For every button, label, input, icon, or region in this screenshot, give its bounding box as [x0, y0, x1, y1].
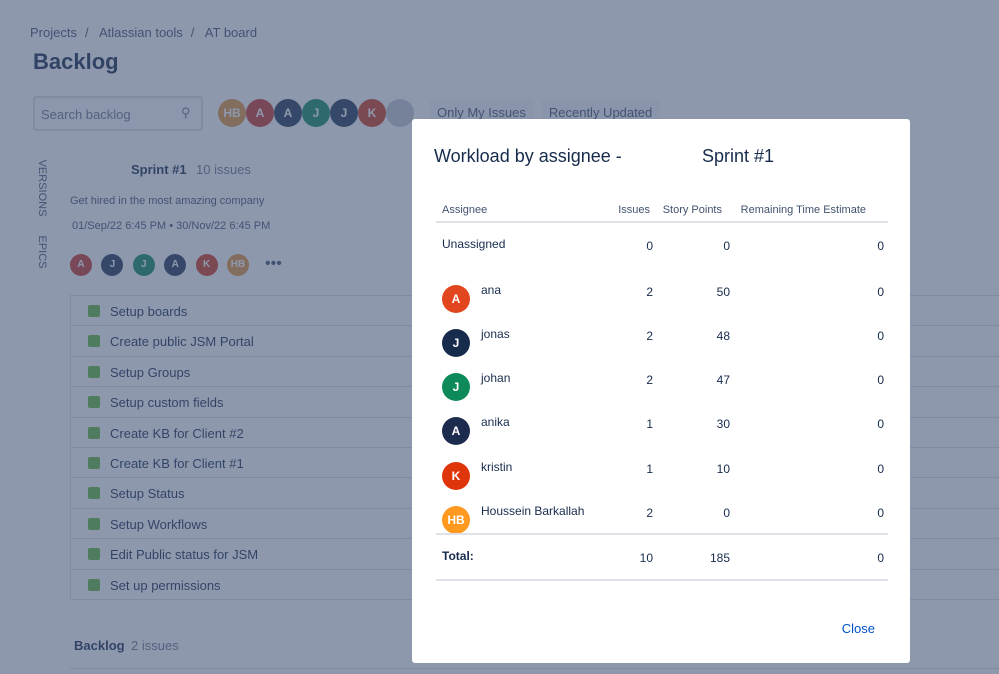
cell-issues: 0: [646, 239, 653, 253]
bottom-rule: [436, 579, 888, 581]
avatar[interactable]: A: [442, 417, 470, 445]
assignee-name: Unassigned: [442, 237, 506, 251]
cell-remaining: 0: [877, 506, 884, 520]
column-header: Story Points: [662, 204, 722, 216]
total-story-points: 185: [709, 551, 730, 565]
avatar[interactable]: K: [442, 462, 470, 490]
cell-remaining: 0: [877, 462, 884, 476]
total-label: Total:: [442, 549, 474, 563]
avatar[interactable]: A: [442, 285, 470, 313]
modal-title: Workload by assignee -: [434, 146, 622, 166]
cell-story-points: 30: [716, 417, 730, 431]
cell-remaining: 0: [877, 285, 884, 299]
modal: Workload by assignee - Sprint #1 Assignee I…: [412, 119, 910, 663]
cell-remaining: 0: [877, 239, 884, 253]
cell-story-points: 47: [716, 373, 730, 387]
column-header: Assignee: [442, 204, 488, 216]
cell-issues: 1: [646, 417, 653, 431]
total-rule: [436, 533, 888, 535]
total-issues: 10: [639, 551, 653, 565]
cell-story-points: 50: [716, 285, 730, 299]
assignee-name: johan: [481, 371, 511, 385]
close-button[interactable]: Close: [841, 621, 875, 636]
assignee-name: kristin: [481, 460, 513, 474]
avatar[interactable]: J: [442, 373, 470, 401]
assignee-name: Houssein Barkallah: [481, 504, 585, 518]
cell-story-points: 0: [723, 506, 730, 520]
header-rule: [436, 221, 888, 223]
column-header: Remaining Time Estimate: [740, 204, 866, 216]
cell-remaining: 0: [877, 329, 884, 343]
cell-story-points: 48: [716, 329, 730, 343]
cell-issues: 2: [646, 329, 653, 343]
cell-remaining: 0: [877, 373, 884, 387]
cell-remaining: 0: [877, 417, 884, 431]
avatar[interactable]: HB: [442, 506, 470, 534]
assignee-name: jonas: [481, 327, 510, 341]
cell-issues: 2: [646, 506, 653, 520]
assignee-name: anika: [481, 415, 510, 429]
cell-issues: 1: [646, 462, 653, 476]
avatar[interactable]: J: [442, 329, 470, 357]
column-header: Issues: [618, 204, 650, 216]
total-remaining: 0: [877, 551, 884, 565]
cell-issues: 2: [646, 285, 653, 299]
assignee-name: ana: [481, 283, 502, 297]
cell-story-points: 0: [723, 239, 730, 253]
cell-issues: 2: [646, 373, 653, 387]
modal-sprint: Sprint #1: [702, 146, 775, 166]
cell-story-points: 10: [716, 462, 730, 476]
